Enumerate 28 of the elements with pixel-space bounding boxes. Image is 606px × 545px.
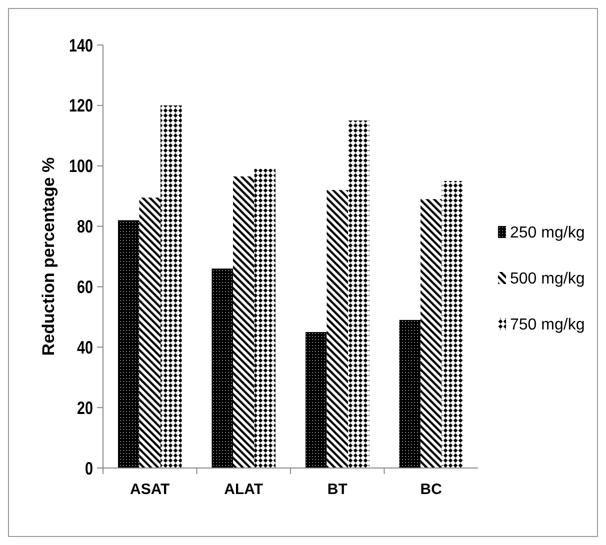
y-tick-label: 60 — [76, 278, 93, 298]
y-tick-label: 140 — [68, 36, 93, 56]
bar — [233, 176, 254, 468]
x-tick-label: BT — [327, 481, 348, 498]
bar — [326, 190, 348, 468]
bar — [442, 180, 463, 468]
y-tick-label: 80 — [76, 217, 93, 238]
legend-label: 250 mg/kg — [510, 224, 585, 242]
y-tick-label: 20 — [76, 398, 93, 418]
x-tick-label: ASAT — [130, 481, 170, 498]
bar — [399, 320, 420, 468]
bar — [160, 105, 182, 468]
y-tick-label: 120 — [68, 96, 93, 116]
bar — [420, 199, 442, 468]
x-tick-label: BC — [420, 481, 442, 498]
y-axis-title: Reduction percentage % — [39, 157, 58, 356]
bar — [118, 220, 140, 468]
legend-label: 750 mg/kg — [510, 316, 585, 334]
y-tick-label: 40 — [76, 338, 93, 358]
bar — [254, 168, 276, 468]
bar — [306, 332, 327, 468]
bar — [348, 120, 370, 468]
y-tick-label: 0 — [84, 458, 93, 479]
y-tick-label: 100 — [68, 156, 93, 177]
legend-label: 500 mg/kg — [510, 270, 585, 288]
x-tick-label: ALAT — [224, 481, 264, 498]
bar — [139, 198, 160, 468]
bar — [212, 268, 233, 468]
